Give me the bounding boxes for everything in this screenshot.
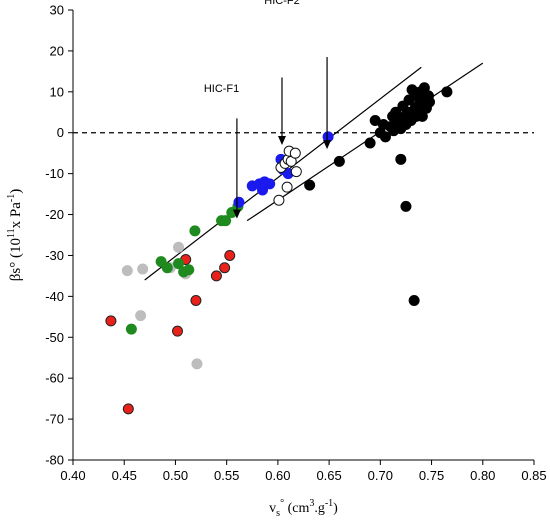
data-point: [191, 358, 203, 370]
data-point: [125, 323, 137, 335]
data-point: [264, 178, 276, 190]
data-point: [135, 310, 147, 322]
y-tick-label: -30: [45, 248, 64, 263]
y-axis-label: βs° (1011x Pa-1): [6, 189, 24, 281]
y-tick-label: -10: [45, 166, 64, 181]
x-tick-label: 0.40: [60, 468, 85, 483]
y-tick-label: -40: [45, 289, 64, 304]
data-point: [210, 270, 222, 282]
y-tick-label: 20: [50, 43, 64, 58]
data-point: [173, 258, 185, 270]
y-tick-label: 10: [50, 84, 64, 99]
x-tick-label: 0.70: [368, 468, 393, 483]
x-tick-label: 0.85: [521, 468, 546, 483]
x-tick-label: 0.75: [419, 468, 444, 483]
y-tick-label: -20: [45, 207, 64, 222]
plot-axes: 0.40 0.45 0.50 0.55 0.60 0.65 0.70 0.75 0.80 0.85…: [45, 3, 546, 484]
data-point: [137, 263, 149, 275]
data-points: [105, 82, 453, 415]
data-point: [161, 262, 173, 274]
data-point: [121, 265, 133, 277]
data-point: [183, 264, 195, 276]
annotation-arrow-head: [323, 140, 332, 150]
x-tick-label: 0.65: [316, 468, 341, 483]
data-point: [224, 249, 236, 261]
data-point: [189, 225, 201, 237]
y-tick-label: 0: [57, 125, 64, 140]
data-point: [289, 147, 301, 159]
x-tick-label: 0.60: [265, 468, 290, 483]
y-tick-label: -60: [45, 371, 64, 386]
data-point: [424, 96, 436, 108]
x-tick-label: 0.45: [112, 468, 137, 483]
data-point: [219, 262, 231, 274]
data-point: [400, 200, 412, 212]
data-point: [233, 196, 245, 208]
data-point: [220, 215, 232, 227]
data-point: [273, 194, 285, 206]
data-point: [441, 86, 453, 98]
data-point: [290, 166, 302, 178]
x-tick-label: 0.50: [163, 468, 188, 483]
annotation-arrow-head: [232, 209, 241, 219]
data-point: [379, 131, 391, 143]
y-tick-label: -70: [45, 412, 64, 427]
data-point: [281, 181, 293, 193]
axis-titles: vs° (cm3.g-1) βs° (1011x Pa-1): [6, 189, 338, 519]
data-point: [173, 241, 185, 253]
data-point: [304, 179, 316, 191]
data-point: [364, 137, 376, 149]
x-tick-label: 0.55: [214, 468, 239, 483]
annotation-label: HIC-F1: [204, 83, 239, 95]
data-point: [171, 325, 183, 337]
y-tick-label: -80: [45, 453, 64, 468]
data-point: [105, 315, 117, 327]
annotation-label: HIC-F2: [264, 0, 299, 7]
data-point: [190, 294, 202, 306]
data-point: [122, 403, 134, 415]
data-point: [395, 153, 407, 165]
data-point: [408, 294, 420, 306]
y-tick-label: 30: [50, 3, 64, 18]
y-tick-label: -50: [45, 330, 64, 345]
x-tick-label: 0.80: [470, 468, 495, 483]
x-axis-label: vs° (cm3.g-1): [269, 498, 338, 519]
data-point: [333, 155, 345, 167]
annotation-arrow-head: [277, 136, 286, 145]
